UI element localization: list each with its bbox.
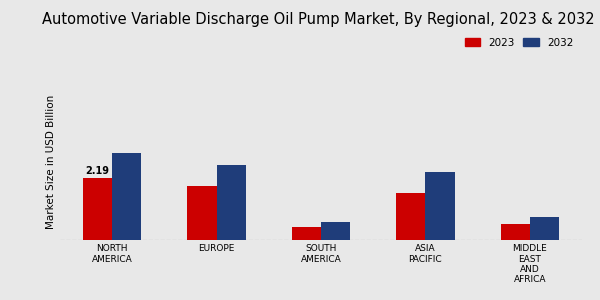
- Legend: 2023, 2032: 2023, 2032: [461, 34, 577, 51]
- Bar: [292, 227, 321, 240]
- Bar: [217, 165, 246, 240]
- Bar: [187, 186, 217, 240]
- Text: 2.19: 2.19: [86, 167, 110, 176]
- Bar: [83, 178, 112, 240]
- Bar: [530, 217, 559, 240]
- Bar: [500, 224, 530, 240]
- Text: Automotive Variable Discharge Oil Pump Market, By Regional, 2023 & 2032: Automotive Variable Discharge Oil Pump M…: [42, 12, 595, 27]
- Bar: [425, 172, 455, 240]
- Y-axis label: Market Size in USD Billion: Market Size in USD Billion: [46, 95, 56, 229]
- Bar: [396, 193, 425, 240]
- Bar: [112, 154, 142, 240]
- Bar: [321, 222, 350, 240]
